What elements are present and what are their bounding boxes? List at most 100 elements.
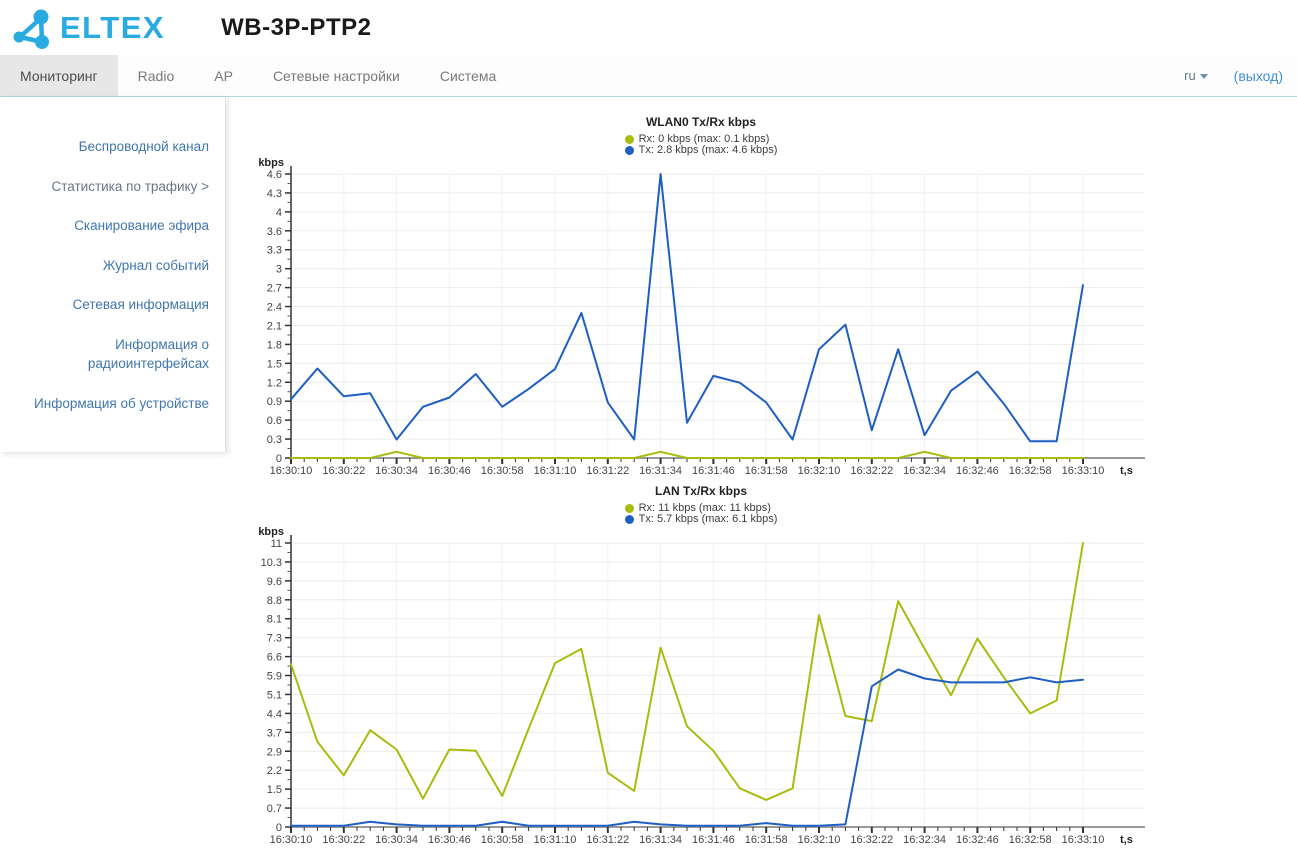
lan-tx-legend-dot — [624, 515, 634, 524]
svg-text:1.5: 1.5 — [267, 358, 282, 370]
lan-chart-title: LAN Tx/Rx kbps — [654, 484, 747, 498]
svg-text:2.9: 2.9 — [267, 746, 282, 758]
svg-text:1.8: 1.8 — [267, 339, 282, 351]
sidebar-item-radio-interfaces-info[interactable]: Информация о радиоинтерфейсах — [87, 336, 209, 372]
svg-text:2.7: 2.7 — [267, 283, 282, 295]
svg-text:16:33:10: 16:33:10 — [1062, 834, 1105, 846]
logout-link[interactable]: (выход) — [1233, 67, 1283, 84]
svg-text:16:32:22: 16:32:22 — [850, 834, 893, 846]
svg-text:16:30:22: 16:30:22 — [322, 465, 365, 477]
svg-text:8.8: 8.8 — [267, 595, 282, 607]
eltex-logo: ELTEX — [10, 6, 165, 50]
svg-text:16:32:46: 16:32:46 — [956, 834, 999, 846]
svg-text:0.7: 0.7 — [267, 803, 282, 815]
svg-text:6.6: 6.6 — [267, 652, 282, 664]
wlan-rx-legend-label: Rx: 0 kbps (max: 0.1 kbps) — [638, 133, 770, 145]
svg-text:16:31:46: 16:31:46 — [692, 465, 735, 477]
sidebar-item-air-scan[interactable]: Сканирование эфира — [74, 218, 209, 234]
svg-text:3.7: 3.7 — [267, 727, 282, 739]
svg-text:t,s: t,s — [1120, 465, 1133, 477]
sidebar: Беспроводной канал Статистика по трафику… — [0, 97, 226, 452]
svg-text:16:31:10: 16:31:10 — [534, 465, 577, 477]
svg-text:16:32:58: 16:32:58 — [1009, 834, 1052, 846]
svg-text:16:32:34: 16:32:34 — [903, 834, 946, 846]
svg-text:9.6: 9.6 — [267, 576, 282, 588]
svg-text:16:31:34: 16:31:34 — [639, 834, 682, 846]
svg-text:0: 0 — [276, 822, 282, 834]
tab-system[interactable]: Система — [439, 67, 497, 84]
svg-text:2.2: 2.2 — [267, 765, 282, 777]
svg-text:16:30:58: 16:30:58 — [481, 465, 524, 477]
svg-text:8.1: 8.1 — [267, 614, 282, 626]
header: ELTEX WB-3P-PTP2 — [0, 0, 1297, 55]
svg-text:0.3: 0.3 — [267, 434, 282, 446]
chevron-down-icon — [1199, 74, 1208, 80]
nav-right: ru (выход) — [1184, 55, 1297, 96]
svg-text:16:32:46: 16:32:46 — [956, 465, 999, 477]
eltex-logo-mark — [13, 9, 49, 49]
sidebar-item-wireless-channel[interactable]: Беспроводной канал — [78, 139, 209, 154]
wlan-chart-plot: 0 0.3 0.6 0.9 1.2 1.5 1.8 2.1 2.4 2.7 3 3.3 3.6 4 4.3 4… — [258, 157, 1145, 477]
svg-text:2.1: 2.1 — [267, 320, 282, 332]
svg-text:4.6: 4.6 — [267, 169, 282, 181]
svg-text:3: 3 — [276, 264, 282, 276]
tab-network-settings[interactable]: Сетевые настройки — [272, 67, 400, 84]
svg-text:0.9: 0.9 — [267, 396, 282, 408]
sidebar-item-traffic-stats[interactable]: Статистика по трафику > — [51, 178, 209, 194]
svg-text:16:30:46: 16:30:46 — [428, 834, 471, 846]
sidebar-item-network-info[interactable]: Сетевая информация — [72, 297, 209, 313]
svg-text:16:31:58: 16:31:58 — [745, 834, 788, 846]
language-value: ru — [1184, 68, 1196, 83]
lan-chart: LAN Tx/Rx kbps Rx: 11 kbps (max: 11 kbps… — [236, 484, 1166, 847]
svg-text:16:31:46: 16:31:46 — [692, 834, 735, 846]
svg-text:kbps: kbps — [258, 526, 284, 538]
svg-text:16:32:22: 16:32:22 — [850, 465, 893, 477]
device-title: WB-3P-PTP2 — [221, 13, 372, 41]
language-select[interactable]: ru — [1184, 68, 1208, 83]
svg-text:16:31:22: 16:31:22 — [586, 834, 629, 846]
svg-text:16:30:46: 16:30:46 — [428, 465, 471, 477]
svg-text:1.5: 1.5 — [267, 784, 282, 796]
svg-text:16:30:58: 16:30:58 — [481, 834, 524, 846]
svg-text:t,s: t,s — [1120, 834, 1133, 846]
content: Беспроводной канал Статистика по трафику… — [0, 97, 1297, 847]
svg-text:16:31:22: 16:31:22 — [586, 465, 629, 477]
svg-text:16:32:34: 16:32:34 — [903, 465, 946, 477]
wlan-tx-legend-dot — [624, 146, 634, 155]
svg-text:16:30:10: 16:30:10 — [270, 834, 313, 846]
svg-text:16:32:10: 16:32:10 — [798, 834, 841, 846]
wlan-chart: WLAN0 Tx/Rx kbps Rx: 0 kbps (max: 0.1 kb… — [236, 115, 1166, 478]
svg-text:16:30:34: 16:30:34 — [375, 834, 418, 846]
tab-monitoring[interactable]: Мониторинг — [0, 55, 118, 96]
sidebar-item-event-log[interactable]: Журнал событий — [102, 257, 209, 273]
svg-text:16:30:10: 16:30:10 — [270, 465, 313, 477]
svg-text:5.9: 5.9 — [267, 671, 282, 683]
lan-chart-legend: Rx: 11 kbps (max: 11 kbps) Tx: 5.7 kbps … — [236, 503, 1166, 525]
lan-rx-legend-dot — [624, 504, 634, 513]
svg-text:4.4: 4.4 — [267, 708, 282, 720]
eltex-logo-text: ELTEX — [60, 10, 166, 45]
svg-text:kbps: kbps — [258, 157, 284, 169]
lan-tx-legend-label: Tx: 5.7 kbps (max: 6.1 kbps) — [638, 513, 778, 525]
svg-text:10.3: 10.3 — [261, 557, 282, 569]
main-nav: Мониторинг Radio AP Сетевые настройки Си… — [0, 55, 1297, 97]
svg-text:7.3: 7.3 — [267, 633, 282, 645]
svg-text:4.3: 4.3 — [267, 188, 282, 200]
tab-radio[interactable]: Radio — [137, 67, 175, 84]
svg-text:16:32:58: 16:32:58 — [1009, 465, 1052, 477]
svg-text:2.4: 2.4 — [267, 302, 282, 314]
svg-text:4: 4 — [276, 207, 282, 219]
svg-text:3.3: 3.3 — [267, 245, 282, 257]
wlan-chart-legend: Rx: 0 kbps (max: 0.1 kbps) Tx: 2.8 kbps … — [236, 134, 1166, 156]
svg-text:16:31:34: 16:31:34 — [639, 465, 682, 477]
lan-chart-plot: 0 0.7 1.5 2.2 2.9 3.7 4.4 5.1 5.9 6.6 7.3 8.1 8.8 9.6… — [258, 526, 1145, 846]
svg-text:16:32:10: 16:32:10 — [798, 465, 841, 477]
svg-text:16:33:10: 16:33:10 — [1062, 465, 1105, 477]
lan-rx-legend-label: Rx: 11 kbps (max: 11 kbps) — [638, 502, 771, 514]
wlan-tx-legend-label: Tx: 2.8 kbps (max: 4.6 kbps) — [638, 144, 778, 156]
tab-ap[interactable]: AP — [214, 67, 233, 84]
sidebar-item-device-info[interactable]: Информация об устройстве — [34, 395, 209, 411]
svg-text:0.6: 0.6 — [267, 415, 282, 427]
svg-text:16:31:10: 16:31:10 — [534, 834, 577, 846]
svg-text:16:30:22: 16:30:22 — [322, 834, 365, 846]
